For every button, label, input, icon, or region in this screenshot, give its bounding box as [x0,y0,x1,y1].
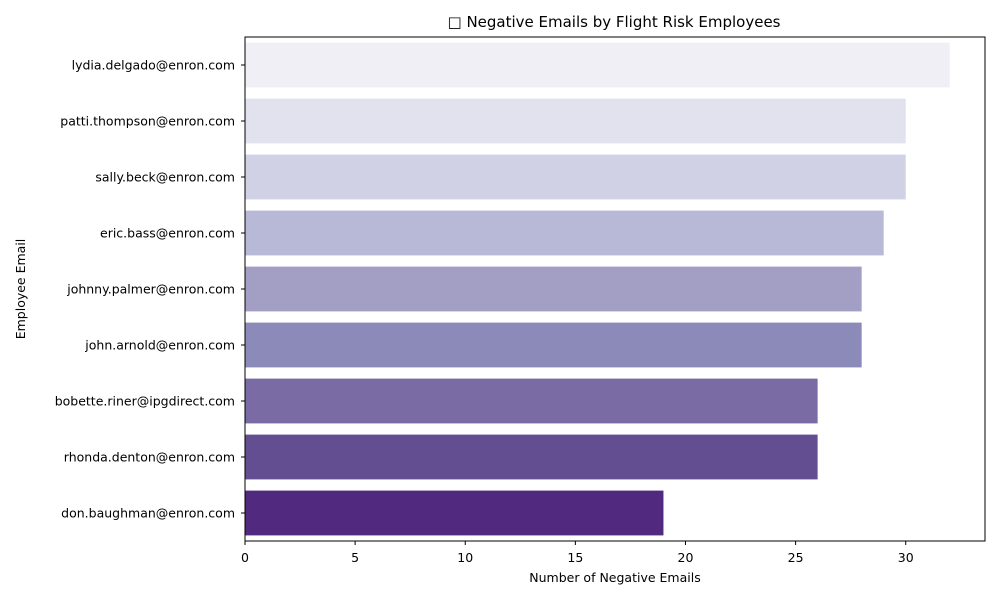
y-tick-label: patti.thompson@enron.com [60,114,235,129]
y-tick-label: don.baughman@enron.com [61,506,235,521]
bar [245,42,950,88]
y-tick-label: bobette.riner@ipgdirect.com [55,394,235,409]
x-tick-label: 10 [457,550,473,565]
bar [245,266,862,312]
bar [245,434,818,480]
bar [245,98,906,144]
y-tick-label: eric.bass@enron.com [100,226,235,241]
x-tick-label: 20 [678,550,694,565]
bar [245,322,862,368]
y-tick-label: sally.beck@enron.com [95,170,235,185]
y-axis-label: Employee Email [13,239,28,340]
x-axis-label: Number of Negative Emails [529,570,700,585]
y-axis-ticks: lydia.delgado@enron.com patti.thompson@en… [55,58,245,521]
y-tick-label: john.arnold@enron.com [84,338,235,353]
x-tick-label: 25 [788,550,804,565]
x-tick-label: 0 [241,550,249,565]
bar [245,154,906,200]
bar [245,210,884,256]
y-tick-label: johnny.palmer@enron.com [66,282,235,297]
x-tick-label: 15 [567,550,583,565]
x-tick-label: 30 [898,550,914,565]
y-tick-label: rhonda.denton@enron.com [64,450,235,465]
bar [245,490,664,536]
x-tick-label: 5 [351,550,359,565]
chart-title: □ Negative Emails by Flight Risk Employe… [448,13,781,31]
y-tick-label: lydia.delgado@enron.com [72,58,235,73]
bar [245,378,818,424]
bars-group [245,42,950,536]
x-axis-ticks: 0 5 10 15 20 25 30 [241,541,914,565]
axes-frame [244,36,986,542]
